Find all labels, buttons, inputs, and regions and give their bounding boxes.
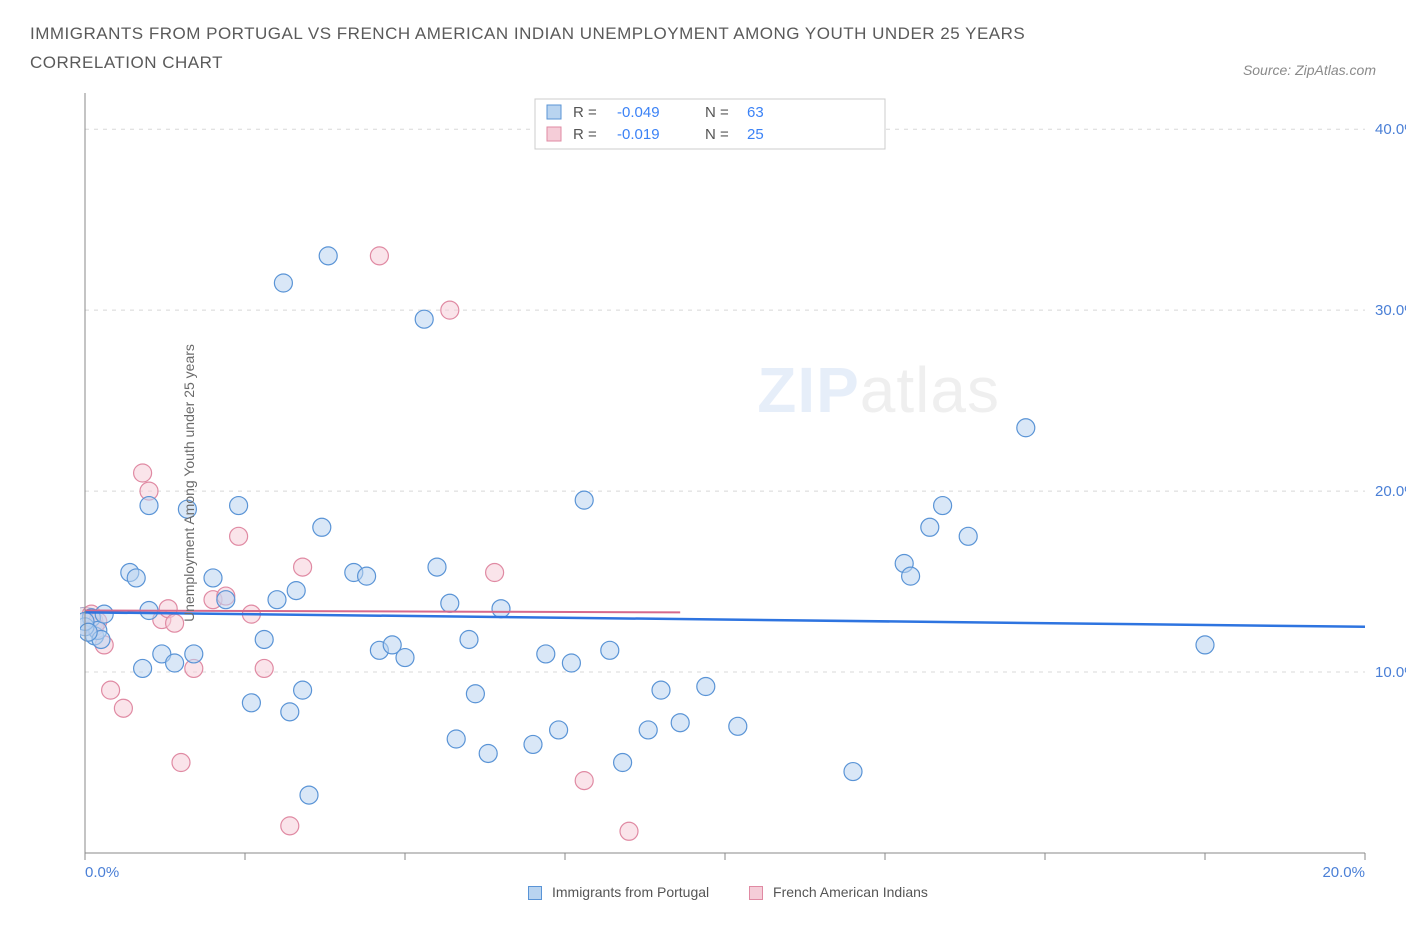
chart-title: IMMIGRANTS FROM PORTUGAL VS FRENCH AMERI…	[30, 20, 1130, 78]
svg-text:-0.019: -0.019	[617, 126, 660, 143]
svg-text:ZIPatlas: ZIPatlas	[757, 354, 1000, 426]
chart-header: IMMIGRANTS FROM PORTUGAL VS FRENCH AMERI…	[30, 20, 1376, 78]
svg-text:40.0%: 40.0%	[1375, 121, 1406, 138]
y-axis-label: Unemployment Among Youth under 25 years	[181, 344, 197, 622]
svg-text:25: 25	[747, 126, 764, 143]
svg-text:R =: R =	[573, 126, 597, 143]
svg-text:30.0%: 30.0%	[1375, 302, 1406, 319]
svg-text:10.0%: 10.0%	[1375, 664, 1406, 681]
svg-text:N =: N =	[705, 104, 729, 121]
svg-text:N =: N =	[705, 126, 729, 143]
svg-text:20.0%: 20.0%	[1375, 483, 1406, 500]
legend-label: Immigrants from Portugal	[552, 884, 709, 900]
svg-text:R =: R =	[573, 104, 597, 121]
svg-text:0.0%: 0.0%	[85, 864, 119, 878]
svg-text:63: 63	[747, 104, 764, 121]
swatch-icon	[528, 886, 542, 900]
source-attribution: Source: ZipAtlas.com	[1243, 62, 1376, 78]
legend-label: French American Indians	[773, 884, 928, 900]
legend-item-portugal: Immigrants from Portugal	[528, 884, 709, 900]
chart-container: Unemployment Among Youth under 25 years …	[80, 88, 1376, 878]
bottom-legend: Immigrants from Portugal French American…	[80, 884, 1376, 900]
svg-text:-0.049: -0.049	[617, 104, 660, 121]
svg-text:20.0%: 20.0%	[1322, 864, 1365, 878]
legend-item-french: French American Indians	[749, 884, 928, 900]
scatter-chart: 10.0% 20.0% 30.0% 40.0% ZIPatlas 0.0% 20.0% R =…	[80, 88, 1406, 878]
swatch-icon	[749, 886, 763, 900]
